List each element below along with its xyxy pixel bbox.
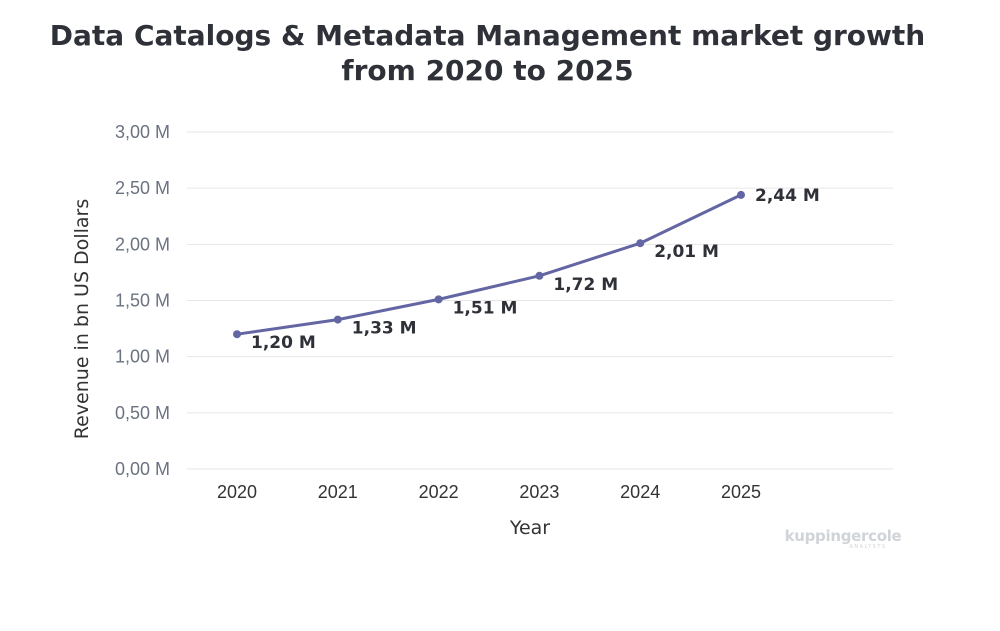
- x-tick-label: 2022: [419, 482, 459, 502]
- x-tick-label: 2025: [721, 482, 761, 502]
- data-label: 1,72 M: [553, 275, 618, 295]
- gridlines: [187, 131, 893, 470]
- y-tick-label: 0,00 M: [115, 459, 170, 479]
- data-label: 1,51 M: [453, 298, 518, 318]
- chart-title-line-1: Data Catalogs & Metadata Management mark…: [49, 19, 926, 52]
- data-point[interactable]: [333, 315, 342, 324]
- y-axis-ticks: 0,00 M 0,50 M 1,00 M 1,50 M 2,00 M 2,50 M 3,00…: [115, 122, 170, 479]
- data-labels: 1,20 M 1,33 M 1,51 M 1,72 M 2,01 M 2,44 M: [251, 186, 820, 353]
- x-tick-label: 2020: [217, 482, 257, 502]
- data-label: 1,33 M: [352, 319, 417, 339]
- chart-title: Data Catalogs & Metadata Management mark…: [0, 18, 975, 88]
- series-revenue: [233, 190, 745, 339]
- y-tick-label: 2,50 M: [115, 178, 170, 198]
- watermark-logo: kuppingercole ANALYSTS: [785, 527, 902, 550]
- x-tick-label: 2024: [620, 482, 660, 502]
- data-point[interactable]: [737, 190, 745, 199]
- x-tick-label: 2023: [519, 482, 559, 502]
- x-tick-label: 2021: [318, 482, 358, 502]
- data-point[interactable]: [233, 330, 241, 339]
- x-axis-title: Year: [509, 517, 550, 539]
- x-axis-ticks: 2020 2021 2022 2023 2024 2025: [217, 482, 761, 502]
- data-point[interactable]: [636, 239, 645, 248]
- data-point[interactable]: [535, 271, 544, 280]
- watermark-sub: ANALYSTS: [849, 544, 886, 550]
- y-tick-label: 3,00 M: [115, 122, 170, 142]
- series-line: [235, 193, 743, 336]
- y-tick-label: 1,50 M: [115, 291, 170, 311]
- data-label: 1,20 M: [251, 333, 316, 353]
- data-label: 2,01 M: [654, 242, 719, 262]
- y-tick-label: 2,00 M: [115, 234, 170, 254]
- watermark-brand: kuppingercole: [785, 527, 902, 545]
- y-tick-label: 0,50 M: [115, 403, 170, 423]
- chart-title-line-2: from 2020 to 2025: [341, 54, 634, 87]
- y-tick-label: 1,00 M: [115, 347, 170, 367]
- data-label: 2,44 M: [755, 186, 820, 206]
- y-axis-title: Revenue in bn US Dollars: [71, 199, 93, 439]
- data-point[interactable]: [434, 295, 443, 304]
